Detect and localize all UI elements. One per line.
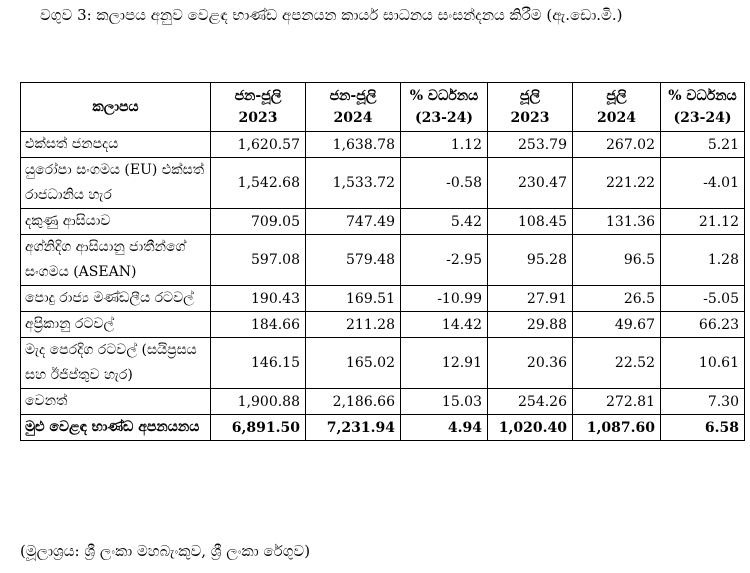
value-cell: 5.21 xyxy=(660,131,745,158)
value-cell: 2,186.66 xyxy=(305,388,401,415)
table-row: වෙනත් 1,900.88 2,186.66 15.03 254.26 272… xyxy=(20,388,745,415)
value-cell: 1,900.88 xyxy=(210,388,306,415)
value-cell: 10.61 xyxy=(660,337,745,389)
region-cell: පොදු රාජ්‍ය මණ්ඩලීය රටවල් xyxy=(20,285,211,312)
value-cell: 165.02 xyxy=(305,337,401,389)
value-cell: 211.28 xyxy=(305,311,401,338)
source-note: (මූලාශ්‍රය: ශ්‍රී ලංකා මහබැංකුව, ශ්‍රී ල… xyxy=(20,542,311,560)
header-growth-jul: % වර්ධනය (23-24) xyxy=(660,82,745,132)
value-cell: 184.66 xyxy=(210,311,306,338)
total-value: 4.94 xyxy=(400,414,488,441)
region-cell: අග්නිදිග ආසියානු ජාතීන්ගේ සංගමය (ASEAN) xyxy=(20,234,211,286)
value-cell: 254.26 xyxy=(487,388,573,415)
value-cell: 597.08 xyxy=(210,234,306,286)
total-value: 6.58 xyxy=(660,414,745,441)
value-cell: -4.01 xyxy=(660,157,745,209)
value-cell: 221.22 xyxy=(572,157,661,209)
region-cell: යුරෝපා සංගමය (EU) එක්සත් රාජධානිය හැර xyxy=(20,157,211,209)
table-row: යුරෝපා සංගමය (EU) එක්සත් රාජධානිය හැර 1,… xyxy=(20,157,745,209)
region-cell: දකුණු ආසියාව xyxy=(20,208,211,235)
value-cell: 14.42 xyxy=(400,311,488,338)
value-cell: 230.47 xyxy=(487,157,573,209)
value-cell: 21.12 xyxy=(660,208,745,235)
table-caption: වගුව 3: කලාපය අනුව වෙළඳ භාණ්ඩ අපනයන කාර්… xyxy=(40,6,623,24)
region-cell: එක්සත් ජනපදය xyxy=(20,131,211,158)
value-cell: 579.48 xyxy=(305,234,401,286)
value-cell: 29.88 xyxy=(487,311,573,338)
total-value: 7,231.94 xyxy=(305,414,401,441)
table-row: මැද පෙරදිග රටවල් (සයිප්‍රසය සහ ඊජිප්තුව … xyxy=(20,337,745,389)
table-row: අප්‍රිකානු රටවල් 184.66 211.28 14.42 29.… xyxy=(20,311,745,338)
header-growth-jan-jul: % වර්ධනය (23-24) xyxy=(400,82,488,132)
value-cell: 1,638.78 xyxy=(305,131,401,158)
value-cell: 5.42 xyxy=(400,208,488,235)
total-label: මුළු වෙළඳ භාණ්ඩ අපනයනය xyxy=(20,414,211,441)
value-cell: 7.30 xyxy=(660,388,745,415)
header-region: කලාපය xyxy=(20,82,211,132)
region-cell: අප්‍රිකානු රටවල් xyxy=(20,311,211,338)
value-cell: 1,533.72 xyxy=(305,157,401,209)
value-cell: 169.51 xyxy=(305,285,401,312)
region-cell: මැද පෙරදිග රටවල් (සයිප්‍රසය සහ ඊජිප්තුව … xyxy=(20,337,211,389)
value-cell: 1,542.68 xyxy=(210,157,306,209)
export-performance-table: කලාපය ජන-ජූලි 2023 ජන-ජූලි 2024 % වර්ධනය (2… xyxy=(20,82,745,441)
region-cell: වෙනත් xyxy=(20,388,211,415)
table-row: පොදු රාජ්‍ය මණ්ඩලීය රටවල් 190.43 169.51 … xyxy=(20,285,745,312)
header-row: කලාපය ජන-ජූලි 2023 ජන-ජූලි 2024 % වර්ධනය (2… xyxy=(20,82,745,132)
header-jul-2023: ජූලි 2023 xyxy=(487,82,573,132)
value-cell: 267.02 xyxy=(572,131,661,158)
value-cell: 146.15 xyxy=(210,337,306,389)
value-cell: -0.58 xyxy=(400,157,488,209)
table-row: දකුණු ආසියාව 709.05 747.49 5.42 108.45 1… xyxy=(20,208,745,235)
value-cell: -5.05 xyxy=(660,285,745,312)
total-row: මුළු වෙළඳ භාණ්ඩ අපනයනය 6,891.50 7,231.94… xyxy=(20,414,745,441)
value-cell: 272.81 xyxy=(572,388,661,415)
header-jan-jul-2024: ජන-ජූලි 2024 xyxy=(305,82,401,132)
total-value: 1,020.40 xyxy=(487,414,573,441)
value-cell: 108.45 xyxy=(487,208,573,235)
value-cell: 96.5 xyxy=(572,234,661,286)
table-row: එක්සත් ජනපදය 1,620.57 1,638.78 1.12 253.… xyxy=(20,131,745,158)
value-cell: 22.52 xyxy=(572,337,661,389)
value-cell: 709.05 xyxy=(210,208,306,235)
value-cell: 20.36 xyxy=(487,337,573,389)
value-cell: 253.79 xyxy=(487,131,573,158)
header-jan-jul-2023: ජන-ජූලි 2023 xyxy=(210,82,306,132)
value-cell: 66.23 xyxy=(660,311,745,338)
header-jul-2024: ජූලි 2024 xyxy=(572,82,661,132)
value-cell: 190.43 xyxy=(210,285,306,312)
value-cell: 1.12 xyxy=(400,131,488,158)
value-cell: 49.67 xyxy=(572,311,661,338)
value-cell: 1,620.57 xyxy=(210,131,306,158)
value-cell: 26.5 xyxy=(572,285,661,312)
value-cell: -10.99 xyxy=(400,285,488,312)
value-cell: -2.95 xyxy=(400,234,488,286)
value-cell: 1.28 xyxy=(660,234,745,286)
value-cell: 12.91 xyxy=(400,337,488,389)
total-value: 1,087.60 xyxy=(572,414,661,441)
value-cell: 95.28 xyxy=(487,234,573,286)
value-cell: 27.91 xyxy=(487,285,573,312)
value-cell: 747.49 xyxy=(305,208,401,235)
value-cell: 15.03 xyxy=(400,388,488,415)
table-row: අග්නිදිග ආසියානු ජාතීන්ගේ සංගමය (ASEAN) … xyxy=(20,234,745,286)
value-cell: 131.36 xyxy=(572,208,661,235)
total-value: 6,891.50 xyxy=(210,414,306,441)
